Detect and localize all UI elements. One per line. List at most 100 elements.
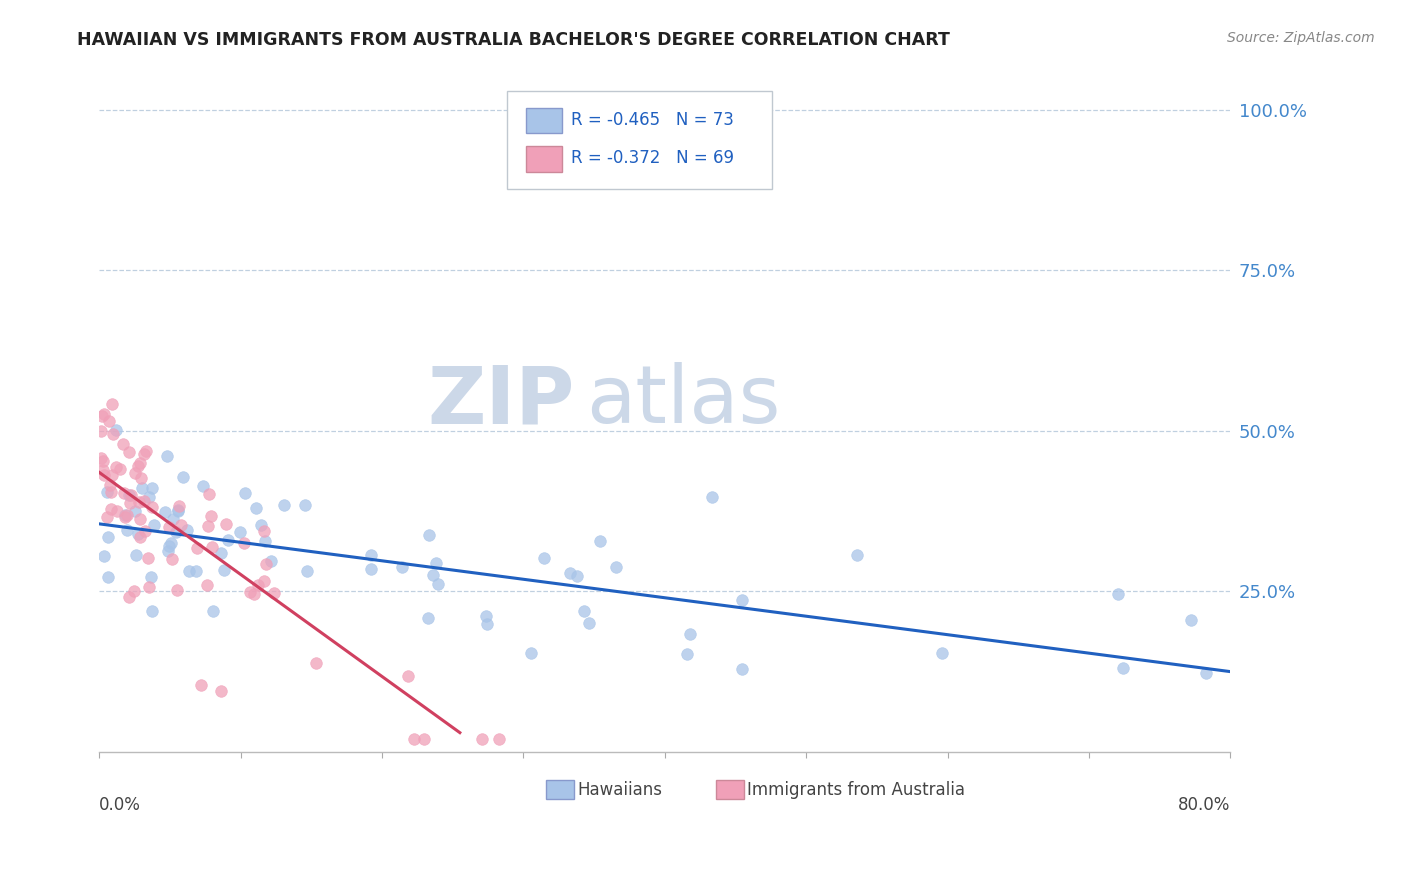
- Point: [136, 550, 159, 565]
- Point: [93, 467, 115, 482]
- Point: [98, 478, 121, 492]
- Point: [128, 495, 150, 509]
- Point: [156, 544, 179, 558]
- Point: [215, 516, 238, 531]
- Point: [675, 648, 697, 662]
- Point: [702, 490, 724, 504]
- Text: atlas: atlas: [586, 362, 780, 440]
- Point: [90, 409, 112, 424]
- Point: [135, 443, 157, 458]
- Point: [263, 586, 285, 600]
- Point: [162, 552, 184, 566]
- Point: [533, 551, 555, 566]
- Point: [166, 503, 188, 517]
- Point: [1112, 661, 1135, 675]
- Point: [142, 518, 165, 533]
- Point: [98, 414, 121, 428]
- Point: [127, 527, 149, 541]
- Point: [166, 583, 188, 598]
- Point: [153, 505, 176, 519]
- Point: [127, 459, 149, 474]
- Point: [141, 604, 163, 618]
- Point: [243, 587, 266, 601]
- Text: ZIP: ZIP: [427, 362, 575, 440]
- Point: [190, 678, 212, 692]
- Point: [1180, 613, 1202, 627]
- FancyBboxPatch shape: [506, 91, 772, 189]
- Point: [294, 498, 316, 512]
- Point: [97, 570, 120, 584]
- Point: [422, 568, 444, 582]
- Text: 0.0%: 0.0%: [100, 796, 141, 814]
- Point: [138, 490, 160, 504]
- Point: [120, 488, 142, 502]
- Point: [249, 517, 271, 532]
- Point: [128, 512, 150, 526]
- Text: Immigrants from Australia: Immigrants from Australia: [748, 780, 966, 798]
- Text: R = -0.372   N = 69: R = -0.372 N = 69: [571, 149, 734, 168]
- Point: [731, 593, 754, 607]
- Point: [115, 523, 138, 537]
- Point: [157, 519, 180, 533]
- Point: [305, 656, 328, 670]
- Point: [131, 471, 153, 485]
- Point: [120, 496, 142, 510]
- Point: [104, 459, 127, 474]
- Point: [259, 554, 281, 568]
- Point: [128, 530, 150, 544]
- Point: [254, 557, 277, 571]
- Point: [232, 536, 254, 550]
- Point: [125, 548, 148, 562]
- Point: [167, 504, 190, 518]
- Point: [91, 453, 114, 467]
- Point: [141, 500, 163, 514]
- Point: [132, 494, 155, 508]
- Point: [90, 450, 112, 465]
- Point: [111, 437, 134, 451]
- Point: [134, 524, 156, 539]
- Point: [200, 508, 222, 523]
- Text: R = -0.465   N = 73: R = -0.465 N = 73: [571, 111, 734, 129]
- Point: [246, 578, 269, 592]
- Point: [162, 512, 184, 526]
- Point: [104, 423, 127, 437]
- Point: [565, 568, 588, 582]
- Point: [1107, 587, 1129, 601]
- Point: [245, 500, 267, 515]
- Point: [1194, 665, 1216, 680]
- Point: [117, 508, 139, 522]
- Point: [209, 546, 232, 560]
- Point: [475, 609, 498, 624]
- Point: [112, 486, 135, 500]
- Point: [114, 508, 136, 522]
- Point: [118, 591, 141, 605]
- Point: [578, 615, 600, 630]
- Point: [169, 500, 191, 514]
- Point: [124, 504, 146, 518]
- Point: [239, 585, 262, 599]
- Point: [101, 426, 124, 441]
- FancyBboxPatch shape: [716, 780, 744, 799]
- Point: [253, 534, 276, 549]
- Point: [191, 478, 214, 492]
- Point: [93, 407, 115, 421]
- Point: [217, 533, 239, 547]
- Point: [233, 486, 256, 500]
- Point: [402, 732, 425, 747]
- Point: [846, 548, 869, 562]
- Point: [124, 466, 146, 480]
- Point: [114, 509, 136, 524]
- Point: [214, 563, 236, 577]
- Point: [100, 468, 122, 483]
- Point: [110, 462, 132, 476]
- Point: [141, 481, 163, 495]
- Point: [96, 510, 118, 524]
- Point: [131, 482, 153, 496]
- Point: [97, 530, 120, 544]
- Point: [101, 397, 124, 411]
- Point: [100, 485, 122, 500]
- Point: [124, 583, 146, 598]
- FancyBboxPatch shape: [526, 108, 562, 134]
- Point: [418, 527, 440, 541]
- Point: [425, 556, 447, 570]
